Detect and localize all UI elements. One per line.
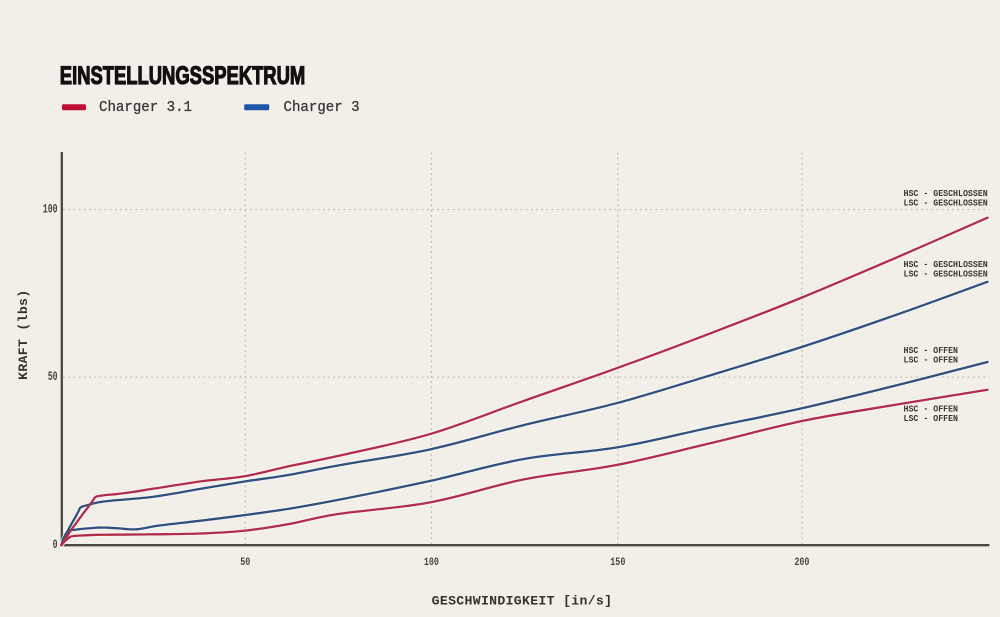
svg-text:200: 200 [794, 556, 809, 568]
svg-text:LSC - GESCHLOSSEN: LSC - GESCHLOSSEN [904, 198, 988, 208]
svg-text:LSC - OFFEN: LSC - OFFEN [904, 414, 959, 424]
svg-text:HSC - GESCHLOSSEN: HSC - GESCHLOSSEN [904, 189, 988, 199]
svg-text:Charger 3: Charger 3 [284, 99, 360, 115]
svg-text:HSC - OFFEN: HSC - OFFEN [904, 346, 959, 356]
svg-text:100: 100 [424, 556, 439, 568]
svg-text:LSC - GESCHLOSSEN: LSC - GESCHLOSSEN [904, 269, 988, 279]
svg-text:HSC - OFFEN: HSC - OFFEN [904, 404, 959, 414]
svg-text:LSC - OFFEN: LSC - OFFEN [904, 355, 959, 365]
svg-text:0: 0 [53, 539, 58, 553]
svg-text:50: 50 [240, 556, 250, 568]
svg-text:Charger 3.1: Charger 3.1 [99, 99, 192, 115]
svg-text:GESCHWINDIGKEIT [in/s]: GESCHWINDIGKEIT [in/s] [432, 593, 613, 608]
svg-text:50: 50 [48, 371, 58, 385]
svg-text:100: 100 [43, 203, 58, 217]
svg-text:KRAFT (lbs): KRAFT (lbs) [16, 290, 31, 380]
svg-text:EINSTELLUNGSSPEKTRUM: EINSTELLUNGSSPEKTRUM [60, 61, 305, 89]
svg-text:HSC - GESCHLOSSEN: HSC - GESCHLOSSEN [904, 260, 988, 270]
svg-text:150: 150 [610, 556, 625, 568]
